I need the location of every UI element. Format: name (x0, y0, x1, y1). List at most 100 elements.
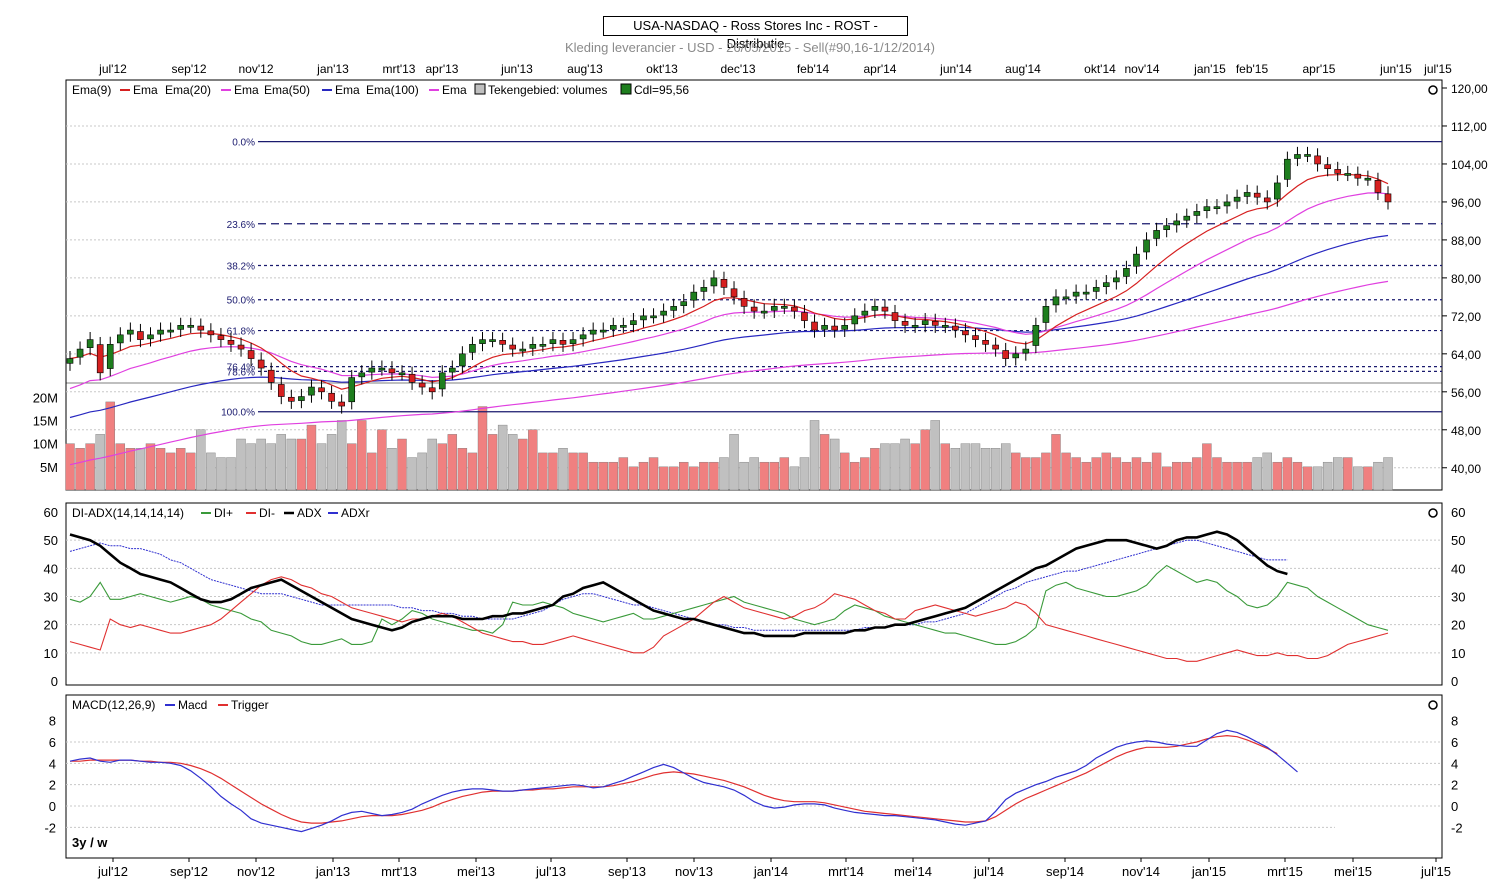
candle-body (781, 306, 788, 309)
bottom-axis-tick: sep'12 (170, 864, 208, 879)
price-axis-label: 72,00 (1451, 310, 1481, 324)
volume-bar (729, 434, 739, 491)
candle-body (1183, 215, 1191, 221)
macd-legend-title: MACD(12,26,9) (72, 698, 155, 712)
volume-bar (548, 452, 558, 491)
bottom-axis-tick: mei'14 (894, 864, 932, 879)
candle-body (308, 386, 315, 396)
volume-bar (1051, 434, 1061, 491)
volume-bar (749, 457, 759, 491)
candle-body (217, 335, 225, 340)
volume-bar (175, 448, 186, 491)
candle-body (962, 330, 969, 336)
dmi-axis-label-right: 40 (1451, 561, 1465, 576)
fib-level-label: 61.8% (227, 327, 255, 338)
candle-body (539, 344, 547, 347)
dmi-axis-label-right: 60 (1451, 505, 1465, 520)
volume-bar (1373, 461, 1383, 491)
candle-body (519, 348, 527, 352)
dmi-axis-label-left: 30 (44, 590, 58, 605)
top-axis-tick: dec'13 (721, 62, 756, 76)
volume-bar (296, 438, 307, 491)
candle-body (750, 306, 758, 312)
volume-bar (165, 452, 176, 491)
candle-body (569, 339, 577, 344)
legend-volume-swatch (474, 83, 486, 95)
price-axis-label: 88,00 (1451, 234, 1481, 248)
volume-bar (216, 457, 226, 491)
volume-bar (387, 448, 397, 491)
price-axis-label: 104,00 (1451, 158, 1488, 172)
volume-bar (206, 452, 216, 491)
volume-bar (1202, 443, 1212, 491)
candle-body (328, 392, 335, 402)
bottom-axis-tick: mei'13 (457, 864, 495, 879)
bottom-axis-tick: nov'12 (237, 864, 275, 879)
volume-bar (1363, 466, 1373, 491)
candle-body (1002, 350, 1009, 359)
candle-body (650, 315, 657, 319)
fib-level-label: 78.6% (227, 367, 255, 378)
candle-body (861, 310, 869, 316)
candle-body (700, 287, 708, 292)
bottom-axis-tick: jul'14 (973, 864, 1004, 879)
candle-body (690, 291, 698, 301)
top-axis-tick: jul'12 (98, 62, 127, 76)
candle-body (1253, 192, 1261, 198)
volume-bar (1222, 461, 1232, 491)
volume-bar (497, 424, 508, 491)
legend-ema50-name: Ema (335, 83, 360, 97)
candle-body (1012, 353, 1020, 359)
legend-trigger-label: Trigger (231, 698, 269, 712)
bottom-axis-tick: jul'12 (97, 864, 128, 879)
candle-body (127, 329, 134, 335)
macd-axis-label-left: 2 (49, 778, 56, 793)
macd-axis-label-left: 6 (49, 735, 56, 750)
price-axis-label: 40,00 (1451, 462, 1481, 476)
volume-axis-label: 5M (40, 460, 58, 475)
candle-body (841, 325, 849, 330)
bottom-axis-tick: nov'14 (1122, 864, 1160, 879)
candle-body (438, 372, 446, 390)
fib-level-label: 50.0% (227, 296, 255, 307)
volume-bar (1252, 457, 1262, 491)
volume-bar (1061, 452, 1071, 491)
legend-adx-label: ADX (297, 506, 322, 520)
volume-bar (1302, 466, 1313, 491)
volume-bar (407, 457, 417, 491)
candle-body (811, 321, 818, 331)
bottom-axis-tick: jul'13 (535, 864, 566, 879)
volume-bar (578, 452, 588, 491)
macd-axis-label-right: 4 (1451, 756, 1458, 771)
candle-body (1163, 225, 1170, 230)
dmi-axis-label-right: 50 (1451, 533, 1465, 548)
top-axis-tick: aug'13 (567, 62, 603, 76)
candle-body (921, 320, 929, 325)
candle-body (791, 306, 798, 312)
candle-body (620, 325, 627, 328)
volume-bar (1192, 457, 1202, 491)
volume-bar (719, 457, 729, 491)
volume-bar (1262, 452, 1272, 491)
bottom-axis-tick: mrt'15 (1267, 864, 1303, 879)
legend-candle-swatch (620, 83, 632, 95)
top-axis-tick: jul'15 (1423, 62, 1452, 76)
volume-bar (286, 438, 297, 491)
ema100-line (69, 280, 1389, 466)
top-axis-tick: aug'14 (1005, 62, 1041, 76)
candle-body (408, 373, 416, 383)
candle-body (1304, 154, 1311, 157)
macd-axis-label-left: 4 (49, 756, 56, 771)
volume-bar (1353, 466, 1363, 491)
dmi-axis-label-left: 50 (44, 533, 58, 548)
volume-bar (799, 457, 810, 491)
volume-bar (1322, 461, 1333, 491)
volume-bar (447, 434, 458, 491)
candle-body (589, 329, 597, 335)
volume-bar (880, 443, 890, 491)
volume-bar (1071, 457, 1081, 491)
candle-body (1072, 291, 1080, 297)
candle-body (157, 329, 164, 335)
candle-body (1102, 282, 1110, 287)
